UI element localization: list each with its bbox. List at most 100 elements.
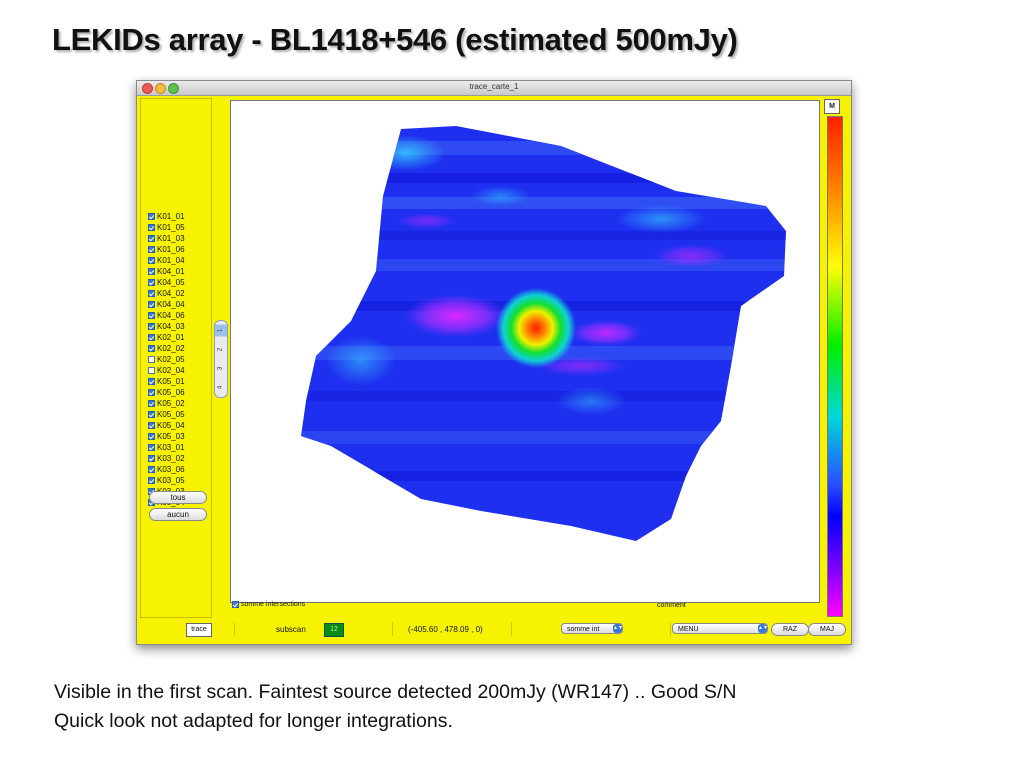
checkbox[interactable] xyxy=(148,224,155,231)
menu-select[interactable]: MENU ▲▼ xyxy=(672,623,768,634)
detector-panel: K01_01 K01_05 K01_03 K01_06 K01_04 K04_01 K04_… xyxy=(140,98,212,618)
checkbox[interactable] xyxy=(148,257,155,264)
detector-label: K03_06 xyxy=(157,465,185,474)
detector-checkbox-item[interactable]: K03_06 xyxy=(148,464,185,475)
checkbox[interactable] xyxy=(148,367,155,374)
checkbox[interactable] xyxy=(148,389,155,396)
map-plot-area[interactable] xyxy=(230,100,820,603)
window-titlebar[interactable]: trace_carte_1 xyxy=(137,81,851,96)
detector-label: K05_01 xyxy=(157,377,185,386)
detector-label: K03_02 xyxy=(157,454,185,463)
detector-label: K04_01 xyxy=(157,267,185,276)
detector-checkbox-item[interactable]: K02_01 xyxy=(148,332,185,343)
detector-label: K01_04 xyxy=(157,256,185,265)
checkbox[interactable] xyxy=(148,411,155,418)
slide-caption: Visible in the first scan. Faintest sour… xyxy=(54,678,736,736)
detector-checkbox-list: K01_01 K01_05 K01_03 K01_06 K01_04 K04_01 K04_… xyxy=(148,211,185,508)
checkbox[interactable] xyxy=(148,279,155,286)
detector-checkbox-item[interactable]: K04_01 xyxy=(148,266,185,277)
detector-checkbox-item[interactable]: K01_06 xyxy=(148,244,185,255)
checkbox[interactable] xyxy=(148,235,155,242)
detector-checkbox-item[interactable]: K01_03 xyxy=(148,233,185,244)
checkbox[interactable] xyxy=(148,455,155,462)
checkbox[interactable] xyxy=(148,444,155,451)
detector-checkbox-item[interactable]: K05_04 xyxy=(148,420,185,431)
select-none-button[interactable]: aucun xyxy=(149,508,207,521)
subscan-stepper[interactable]: 1 2 3 4 xyxy=(214,320,228,398)
source-peak xyxy=(496,288,576,368)
window-title: trace_carte_1 xyxy=(469,82,519,91)
subscan-label: subscan xyxy=(276,625,306,634)
checkbox[interactable] xyxy=(148,246,155,253)
menu-select-value: MENU xyxy=(678,626,699,633)
detector-checkbox-item[interactable]: K05_05 xyxy=(148,409,185,420)
stepper-item[interactable]: 4 xyxy=(217,385,224,390)
detector-checkbox-item[interactable]: K02_02 xyxy=(148,343,185,354)
checkbox[interactable] xyxy=(148,378,155,385)
checkbox[interactable] xyxy=(148,422,155,429)
checkbox[interactable] xyxy=(148,477,155,484)
detector-checkbox-item[interactable]: K04_02 xyxy=(148,288,185,299)
detector-label: K05_04 xyxy=(157,421,185,430)
detector-checkbox-item[interactable]: K05_02 xyxy=(148,398,185,409)
detector-label: K03_01 xyxy=(157,443,185,452)
zoom-window-button[interactable] xyxy=(168,83,179,94)
detector-checkbox-item[interactable]: K03_01 xyxy=(148,442,185,453)
stepper-item[interactable]: 2 xyxy=(217,347,224,352)
checkbox[interactable] xyxy=(148,268,155,275)
detector-label: K04_04 xyxy=(157,300,185,309)
detector-label: K01_05 xyxy=(157,223,185,232)
detector-label: K02_01 xyxy=(157,333,185,342)
detector-label: K02_04 xyxy=(157,366,185,375)
checkbox[interactable] xyxy=(148,345,155,352)
detector-checkbox-item[interactable]: K05_03 xyxy=(148,431,185,442)
comment-label: comment xyxy=(657,602,686,609)
detector-checkbox-item[interactable]: K02_05 xyxy=(148,354,185,365)
detector-label: K01_06 xyxy=(157,245,185,254)
checkbox[interactable] xyxy=(148,466,155,473)
detector-checkbox-item[interactable]: K01_04 xyxy=(148,255,185,266)
subscan-value: 12 xyxy=(324,623,344,637)
detector-checkbox-item[interactable]: K03_02 xyxy=(148,453,185,464)
somme-intersections-checkbox[interactable] xyxy=(232,601,239,608)
checkbox[interactable] xyxy=(148,400,155,407)
somme-intersections-toggle[interactable]: somme intersections xyxy=(232,601,305,608)
slide-title: LEKIDs array - BL1418+546 (estimated 500… xyxy=(52,22,738,57)
intensity-map xyxy=(301,126,786,541)
maj-button[interactable]: MAJ xyxy=(808,623,846,636)
caption-line: Quick look not adapted for longer integr… xyxy=(54,710,453,732)
checkbox[interactable] xyxy=(148,433,155,440)
detector-checkbox-item[interactable]: K01_05 xyxy=(148,222,185,233)
minimize-window-button[interactable] xyxy=(155,83,166,94)
detector-label: K02_05 xyxy=(157,355,185,364)
stepper-item[interactable]: 1 xyxy=(215,324,227,337)
checkbox[interactable] xyxy=(148,312,155,319)
detector-label: K01_01 xyxy=(157,212,185,221)
colorbar xyxy=(827,116,843,617)
m-button[interactable]: M xyxy=(824,99,840,114)
detector-checkbox-item[interactable]: K05_06 xyxy=(148,387,185,398)
checkbox[interactable] xyxy=(148,334,155,341)
stepper-item[interactable]: 3 xyxy=(217,366,224,371)
detector-checkbox-item[interactable]: K03_05 xyxy=(148,475,185,486)
checkbox[interactable] xyxy=(148,323,155,330)
detector-checkbox-item[interactable]: K04_06 xyxy=(148,310,185,321)
close-window-button[interactable] xyxy=(142,83,153,94)
detector-checkbox-item[interactable]: K04_04 xyxy=(148,299,185,310)
trace-button[interactable]: trace xyxy=(186,623,212,637)
checkbox[interactable] xyxy=(148,356,155,363)
detector-checkbox-item[interactable]: K02_04 xyxy=(148,365,185,376)
detector-checkbox-item[interactable]: K04_05 xyxy=(148,277,185,288)
mode-select[interactable]: somme int ▲▼ xyxy=(561,623,623,634)
detector-label: K04_03 xyxy=(157,322,185,331)
checkbox[interactable] xyxy=(148,213,155,220)
detector-checkbox-item[interactable]: K01_01 xyxy=(148,211,185,222)
detector-label: K05_05 xyxy=(157,410,185,419)
detector-checkbox-item[interactable]: K04_03 xyxy=(148,321,185,332)
detector-label: K02_02 xyxy=(157,344,185,353)
detector-checkbox-item[interactable]: K05_01 xyxy=(148,376,185,387)
select-all-button[interactable]: tous xyxy=(149,491,207,504)
raz-button[interactable]: RAZ xyxy=(771,623,809,636)
checkbox[interactable] xyxy=(148,301,155,308)
checkbox[interactable] xyxy=(148,290,155,297)
